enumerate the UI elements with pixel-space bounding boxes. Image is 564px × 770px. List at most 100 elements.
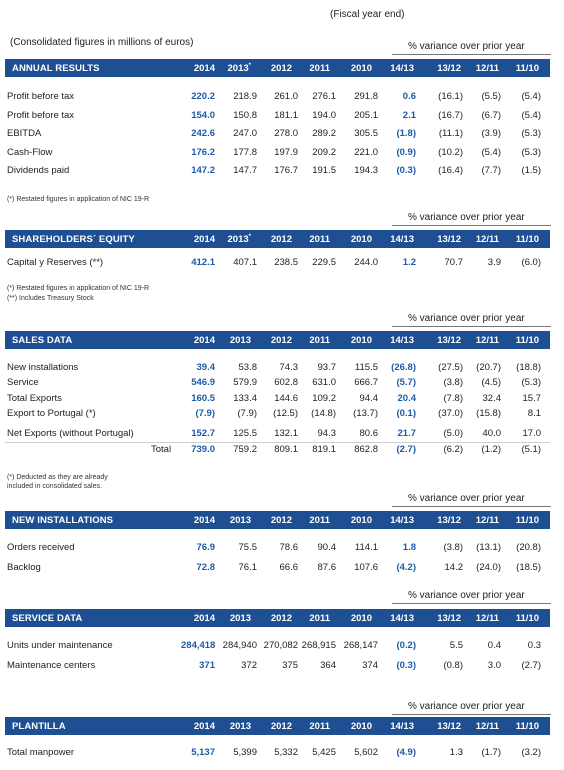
table-cell: 80.6 [359, 428, 379, 439]
column-header: 2011 [296, 515, 330, 526]
table-cell: (20.8) [516, 542, 541, 553]
variance-label: % variance over prior year [408, 41, 525, 52]
table-cell: 94.3 [317, 428, 337, 439]
table-cell: (7.9) [237, 408, 257, 419]
table-cell: (5.7) [396, 377, 416, 388]
table-cell: 90.4 [317, 542, 337, 553]
table-cell: 109.2 [312, 393, 336, 404]
row-label: Dividends paid [7, 165, 70, 176]
table-cell: 21.7 [397, 428, 417, 439]
table-cell: 5,399 [233, 747, 257, 758]
column-header-label: 11/10 [515, 234, 539, 245]
table-cell: 809.1 [274, 444, 298, 455]
row-label: Net Exports (without Portugal) [7, 428, 134, 439]
column-header-label: 2014 [193, 234, 215, 245]
column-header-label: 2014 [193, 613, 215, 624]
column-header-label: 12/11 [475, 721, 499, 732]
table-cell: 247.0 [233, 128, 257, 139]
column-header: 14/13 [380, 613, 414, 624]
table-cell: 20.4 [397, 393, 417, 404]
table-cell: 739.0 [191, 444, 215, 455]
table-row: Net Exports (without Portugal) 152.7 125.5… [5, 428, 550, 442]
table-row: Dividends paid 147.2 147.7 176.7 191.5 194.3 (… [5, 165, 550, 179]
column-header: 2010 [338, 515, 372, 526]
column-header: 2010 [338, 721, 372, 732]
table-row: Service 546.9 579.9 602.8 631.0 666.7 (5.7) (3.… [5, 377, 550, 391]
variance-label: % variance over prior year [408, 590, 525, 601]
column-header: 11/10 [505, 721, 539, 732]
column-header-label: 13/12 [437, 721, 461, 732]
table-cell: 546.9 [191, 377, 215, 388]
table-cell: (4.5) [481, 377, 501, 388]
table-cell: (16.7) [438, 110, 463, 121]
table-cell: (1.7) [481, 747, 501, 758]
table-cell: 1.2 [402, 257, 416, 268]
column-header-label: 11/10 [515, 515, 539, 526]
table-cell: 75.5 [238, 542, 258, 553]
table-cell: (11.1) [438, 128, 463, 139]
table-cell: (6.7) [481, 110, 501, 121]
table-cell: 39.4 [196, 362, 216, 373]
column-header: 2011 [296, 63, 330, 74]
table-cell: (5.3) [521, 147, 541, 158]
table-cell: 305.5 [354, 128, 378, 139]
column-header: 13/12 [427, 63, 461, 74]
column-header: 2014 [181, 335, 215, 346]
table-cell: 291.8 [354, 91, 378, 102]
column-header: 14/13 [380, 721, 414, 732]
table-cell: (1.8) [396, 128, 416, 139]
table-cell: (2.7) [396, 444, 416, 455]
table-cell: (15.8) [476, 408, 501, 419]
table-row: Export to Portugal (*) (7.9) (7.9) (12.5) (1… [5, 408, 550, 422]
column-header: 2011 [296, 234, 330, 245]
column-header-label: 11/10 [515, 721, 539, 732]
section-title: SERVICE DATA [12, 613, 83, 624]
table-cell: (12.5) [273, 408, 298, 419]
table-cell: 602.8 [274, 377, 298, 388]
table-cell: 197.9 [274, 147, 298, 158]
column-header-label: 2010 [350, 721, 372, 732]
table-cell: 0.4 [487, 640, 501, 651]
variance-label: % variance over prior year [408, 701, 525, 712]
column-header: 2014 [181, 613, 215, 624]
table-cell: (37.0) [438, 408, 463, 419]
column-header-label: 11/10 [515, 613, 539, 624]
column-header-label: 14/13 [390, 335, 414, 346]
section-title: NEW INSTALLATIONS [12, 515, 114, 526]
column-header-label: 13/12 [437, 613, 461, 624]
table-cell: 66.6 [279, 562, 299, 573]
section-title: ANNUAL RESULTS [12, 63, 100, 74]
column-header-label: 13/12 [437, 234, 461, 245]
table-cell: 2.1 [402, 110, 416, 121]
column-header: 2014 [181, 721, 215, 732]
column-header: 2010 [338, 613, 372, 624]
table-cell: (6.2) [443, 444, 463, 455]
table-cell: 284,418 [181, 640, 216, 651]
table-cell: 115.5 [354, 362, 378, 373]
table-cell: 125.5 [233, 428, 257, 439]
table-cell: (16.4) [438, 165, 463, 176]
table-cell: 176.7 [274, 165, 298, 176]
table-cell: 261.0 [274, 91, 298, 102]
table-cell: 3.9 [487, 257, 501, 268]
table-cell: (18.8) [516, 362, 541, 373]
table-cell: 150.8 [233, 110, 257, 121]
row-label: Cash-Flow [7, 147, 53, 158]
column-header: 12/11 [465, 613, 499, 624]
table-cell: 191.5 [312, 165, 336, 176]
table-cell: 268,147 [343, 640, 378, 651]
column-header: 12/11 [465, 721, 499, 732]
variance-label: % variance over prior year [408, 493, 525, 504]
table-row: Backlog 72.8 76.1 66.6 87.6 107.6 (4.2) 14.2 (24… [5, 562, 550, 576]
table-cell: (3.9) [481, 128, 501, 139]
table-cell: 107.6 [354, 562, 378, 573]
table-cell: 412.1 [191, 257, 215, 268]
column-header-label: 2014 [193, 63, 215, 74]
table-cell: (14.8) [311, 408, 336, 419]
table-row: Total manpower 5,137 5,399 5,332 5,425 5,602 (… [5, 747, 550, 761]
table-cell: (0.1) [396, 408, 416, 419]
variance-label: % variance over prior year [408, 212, 525, 223]
table-row: Total Exports 160.5 133.4 144.6 109.2 94.4 20.… [5, 393, 550, 407]
column-header-label: 2010 [350, 515, 372, 526]
table-cell: 364 [320, 660, 336, 671]
